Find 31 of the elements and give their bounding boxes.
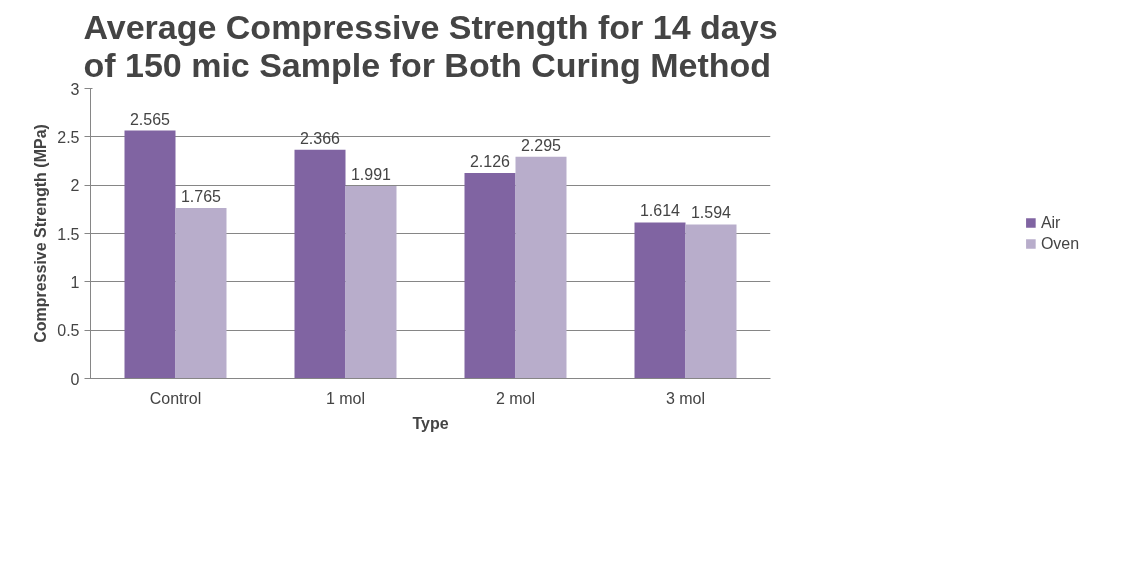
- data-label: 1.614: [639, 202, 681, 220]
- y-tick-label: 0: [70, 370, 80, 388]
- x-tick-label: Control: [149, 389, 202, 407]
- y-tick-label: 2.5: [57, 128, 80, 146]
- data-label: 1.765: [180, 187, 222, 205]
- data-label: 2.295: [520, 136, 562, 154]
- chart-title: Average Compressive Strength for 14 days of 150 mic Sample for Both Curing Method: [83, 7, 778, 84]
- bar: [464, 172, 516, 379]
- legend-label: Oven: [1040, 234, 1080, 253]
- data-label: 2.565: [129, 110, 171, 128]
- y-tick-label: 1: [70, 273, 80, 291]
- y-tick-label: 2: [70, 177, 80, 195]
- bar: [685, 224, 737, 379]
- bar: [175, 207, 227, 379]
- bar: [294, 149, 346, 379]
- y-axis-title: Compressive Strength (MPa): [32, 124, 50, 343]
- data-label: 2.126: [469, 152, 511, 170]
- legend-label: Air: [1040, 213, 1061, 232]
- bar: [515, 156, 567, 379]
- y-tick-label: 0.5: [57, 322, 80, 340]
- y-tick-label: 1.5: [57, 225, 80, 243]
- x-tick-label: 2 mol: [495, 389, 536, 407]
- bar: [124, 130, 176, 379]
- data-label: 1.991: [350, 166, 392, 184]
- x-tick-label: 1 mol: [325, 389, 366, 407]
- x-tick-label: 3 mol: [665, 389, 706, 407]
- y-tick-label: 3: [70, 80, 80, 98]
- bar: [345, 186, 397, 379]
- x-axis-title: Type: [412, 414, 449, 432]
- data-label: 1.594: [690, 204, 732, 222]
- bar: [634, 222, 686, 379]
